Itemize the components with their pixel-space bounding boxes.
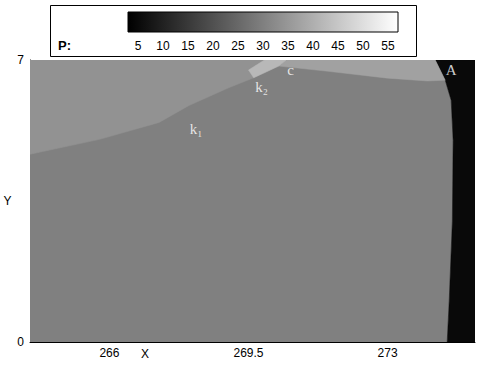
svg-text:20: 20 bbox=[206, 39, 220, 53]
svg-text:Y: Y bbox=[3, 194, 11, 208]
svg-text:0: 0 bbox=[17, 335, 24, 349]
svg-text:10: 10 bbox=[156, 39, 170, 53]
svg-text:30: 30 bbox=[256, 39, 270, 53]
svg-text:P:: P: bbox=[58, 38, 71, 53]
svg-text:273: 273 bbox=[378, 346, 398, 360]
svg-text:50: 50 bbox=[356, 39, 370, 53]
svg-text:k₁: k₁ bbox=[190, 121, 203, 137]
svg-text:266: 266 bbox=[99, 346, 119, 360]
svg-text:X: X bbox=[141, 347, 149, 361]
svg-text:269.5: 269.5 bbox=[234, 346, 264, 360]
svg-text:15: 15 bbox=[181, 39, 195, 53]
svg-text:40: 40 bbox=[306, 39, 320, 53]
svg-text:55: 55 bbox=[381, 39, 395, 53]
svg-text:k₂: k₂ bbox=[255, 79, 268, 95]
svg-text:c: c bbox=[287, 62, 294, 78]
svg-text:7: 7 bbox=[17, 53, 24, 67]
svg-text:5: 5 bbox=[135, 39, 142, 53]
svg-text:45: 45 bbox=[331, 39, 345, 53]
svg-text:25: 25 bbox=[231, 39, 245, 53]
svg-text:A: A bbox=[446, 62, 457, 78]
svg-text:35: 35 bbox=[281, 39, 295, 53]
